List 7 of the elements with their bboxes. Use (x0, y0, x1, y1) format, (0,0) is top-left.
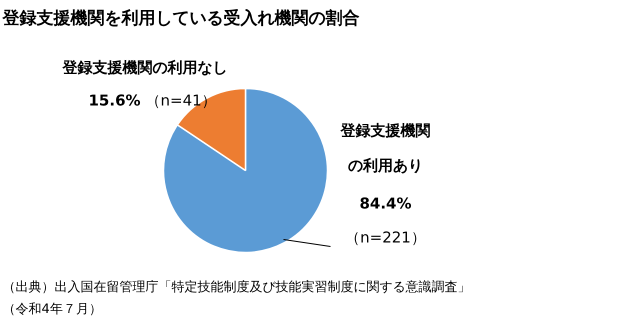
slice-label: 登録支援機関の利用なし (62, 58, 228, 76)
data-label: 84.4% (359, 194, 412, 212)
text: （n=221） (345, 228, 426, 246)
slice-label: 登録支援機関の利用あり (340, 122, 430, 174)
chart-title: 登録支援機関を利用している受入れ機関の割合 (2, 8, 360, 28)
data-label: 15.6% (88, 92, 141, 110)
text: （出典）出入国在留管理庁「特定技能制度及び技能実習制度に関する意識調査」（令和4年７月） (2, 279, 470, 317)
